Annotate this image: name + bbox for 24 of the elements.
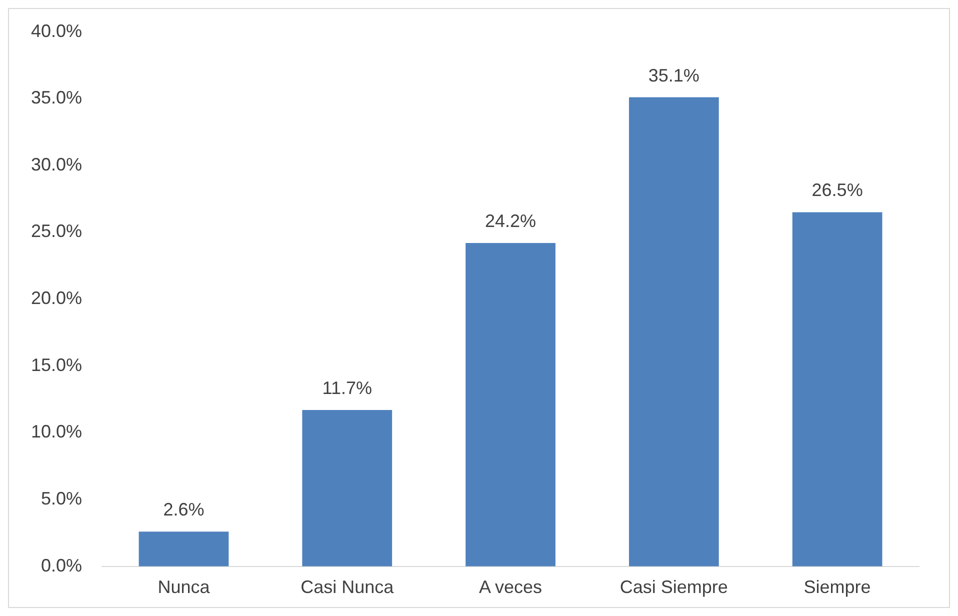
data-label: 26.5% <box>812 180 863 200</box>
data-label: 24.2% <box>484 210 536 231</box>
bar <box>138 532 229 566</box>
y-tick-label: 20.0% <box>30 288 82 308</box>
bar <box>302 410 392 566</box>
bar <box>466 242 556 566</box>
data-label: 35.1% <box>648 65 700 86</box>
bar <box>792 212 882 566</box>
bar <box>628 97 719 566</box>
data-label: 2.6% <box>163 500 204 520</box>
y-tick-label: 30.0% <box>30 154 82 174</box>
y-tick-label: 35.0% <box>30 88 82 108</box>
y-tick-label: 10.0% <box>30 422 82 442</box>
y-tick-label: 40.0% <box>30 20 82 41</box>
x-tick-label: Casi Siempre <box>620 577 728 598</box>
x-tick-label: A veces <box>478 577 542 598</box>
y-tick-label: 5.0% <box>41 488 82 509</box>
x-tick-label: Casi Nunca <box>300 577 395 598</box>
data-label: 11.7% <box>322 378 372 398</box>
y-tick-label: 15.0% <box>30 354 82 375</box>
y-tick-label: 0.0% <box>41 555 82 576</box>
x-tick-label: Siempre <box>804 577 871 598</box>
y-tick-label: 25.0% <box>30 221 82 242</box>
x-tick-label: Nunca <box>158 577 211 598</box>
